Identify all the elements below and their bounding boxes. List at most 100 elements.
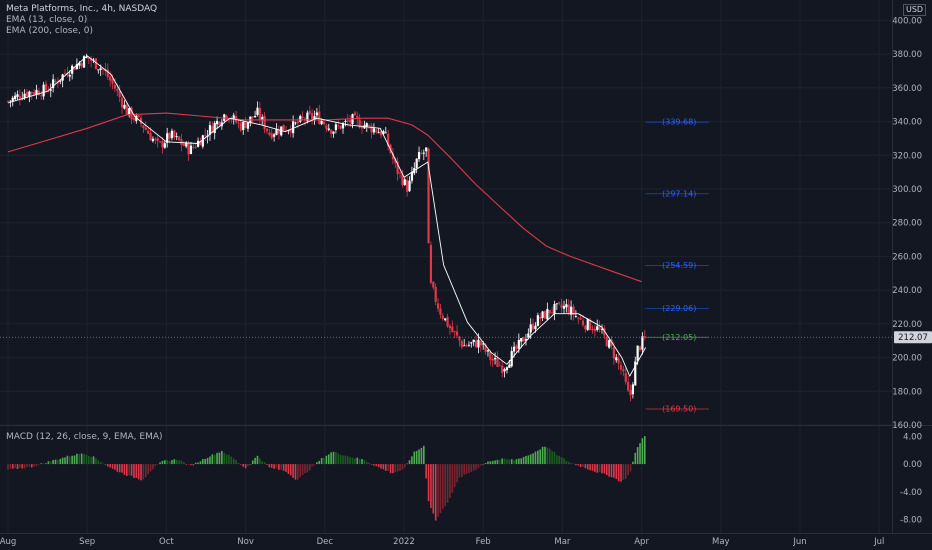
candle-body [163,143,166,148]
candle-body [25,92,29,97]
macd-bar [282,464,285,471]
macd-legend-label[interactable]: MACD (12, 26, close, 9, EMA, EMA) [6,432,163,442]
macd-bar [458,464,461,478]
candle-body [401,173,404,186]
macd-bar [159,462,161,465]
macd-bar [85,454,88,465]
macd-bar [432,464,435,514]
macd-bar [287,464,290,475]
macd-bar [301,464,304,475]
macd-bar [52,459,54,465]
macd-bar [335,451,337,465]
symbol-title[interactable]: Meta Platforms, Inc., 4h, NASDAQ [6,4,158,14]
macd-bar [26,464,28,468]
candle-body [398,172,402,174]
macd-bar [520,458,523,465]
macd-bar [80,453,83,465]
candle-body [118,90,121,98]
macd-bar [68,456,71,465]
macd-bar [529,454,532,465]
currency-badge[interactable]: USD [903,4,927,16]
macd-bar [128,464,130,476]
macd-bar [399,464,401,471]
macd-bar [453,464,456,487]
candle-body [301,116,304,118]
macd-bar [9,464,12,469]
candle-body [185,142,188,147]
candle-body [536,315,539,326]
macd-bar [456,464,458,483]
candle-body [194,147,197,149]
candle-body [16,94,19,97]
macd-bar [506,459,508,465]
candle-body [643,336,646,337]
ema13-legend[interactable]: EMA (13, close, 0) [6,15,88,25]
candle-body [99,68,102,70]
candle-body [429,244,433,283]
candle-body [441,315,444,319]
candle-body [584,325,587,330]
candle-body [9,100,12,102]
fibonacci-levels: (339.68) (297.14) (254.59) (229.06) (212.05)… [645,118,709,413]
macd-bar [567,461,570,465]
macd-bar [116,464,119,472]
candle-body [415,158,418,168]
macd-bar [64,457,66,465]
macd-bar [537,450,539,465]
candle-body [439,308,442,315]
candle-body [529,324,532,333]
fib-level-label: (229.06) [662,304,696,313]
candle-body [268,132,271,135]
macd-bar [408,460,411,465]
macd-bar [149,464,152,472]
candle-body [294,122,297,124]
candle-body [501,365,504,373]
macd-bar [553,452,556,465]
candle-body [551,312,554,314]
macd-bar [140,464,142,481]
macd-bar [223,452,226,465]
candle-body [512,346,516,352]
macd-bar [365,461,368,465]
candle-body [432,281,435,288]
candle-body [334,124,337,131]
candle-body [610,339,613,346]
macd-bar [83,454,85,465]
macd-bar [594,464,596,472]
candle-body [479,341,482,346]
macd-bar [244,464,247,469]
candle-body [92,59,95,61]
candle-body [534,325,537,330]
candle-body [201,135,204,147]
macd-bar [40,463,43,465]
macd-bar [95,458,97,465]
macd-bar [632,461,634,465]
macd-bar [61,457,64,465]
macd-bar [617,464,620,482]
macd-bar [361,459,363,465]
macd-bar [49,461,52,465]
candle-body [213,122,216,134]
macd-bar [152,464,154,470]
macd-bar [346,456,349,465]
macd-bar [596,464,599,473]
candle-body [467,344,471,346]
ema200-legend[interactable]: EMA (200, close, 0) [6,26,94,36]
macd-bar [420,447,423,465]
candle-body [574,316,577,317]
candle-body [570,306,573,315]
candle-body [49,89,52,91]
candle-body [37,90,40,96]
candle-body [493,357,497,360]
macd-bar [76,453,78,465]
candle-body [270,133,273,139]
candle-body [282,124,285,131]
macd-bar [102,463,104,465]
macd-bar [430,464,432,508]
candle-body [125,104,128,115]
macd-bar [368,462,370,465]
candle-body [543,311,547,319]
candle-body [147,130,150,134]
